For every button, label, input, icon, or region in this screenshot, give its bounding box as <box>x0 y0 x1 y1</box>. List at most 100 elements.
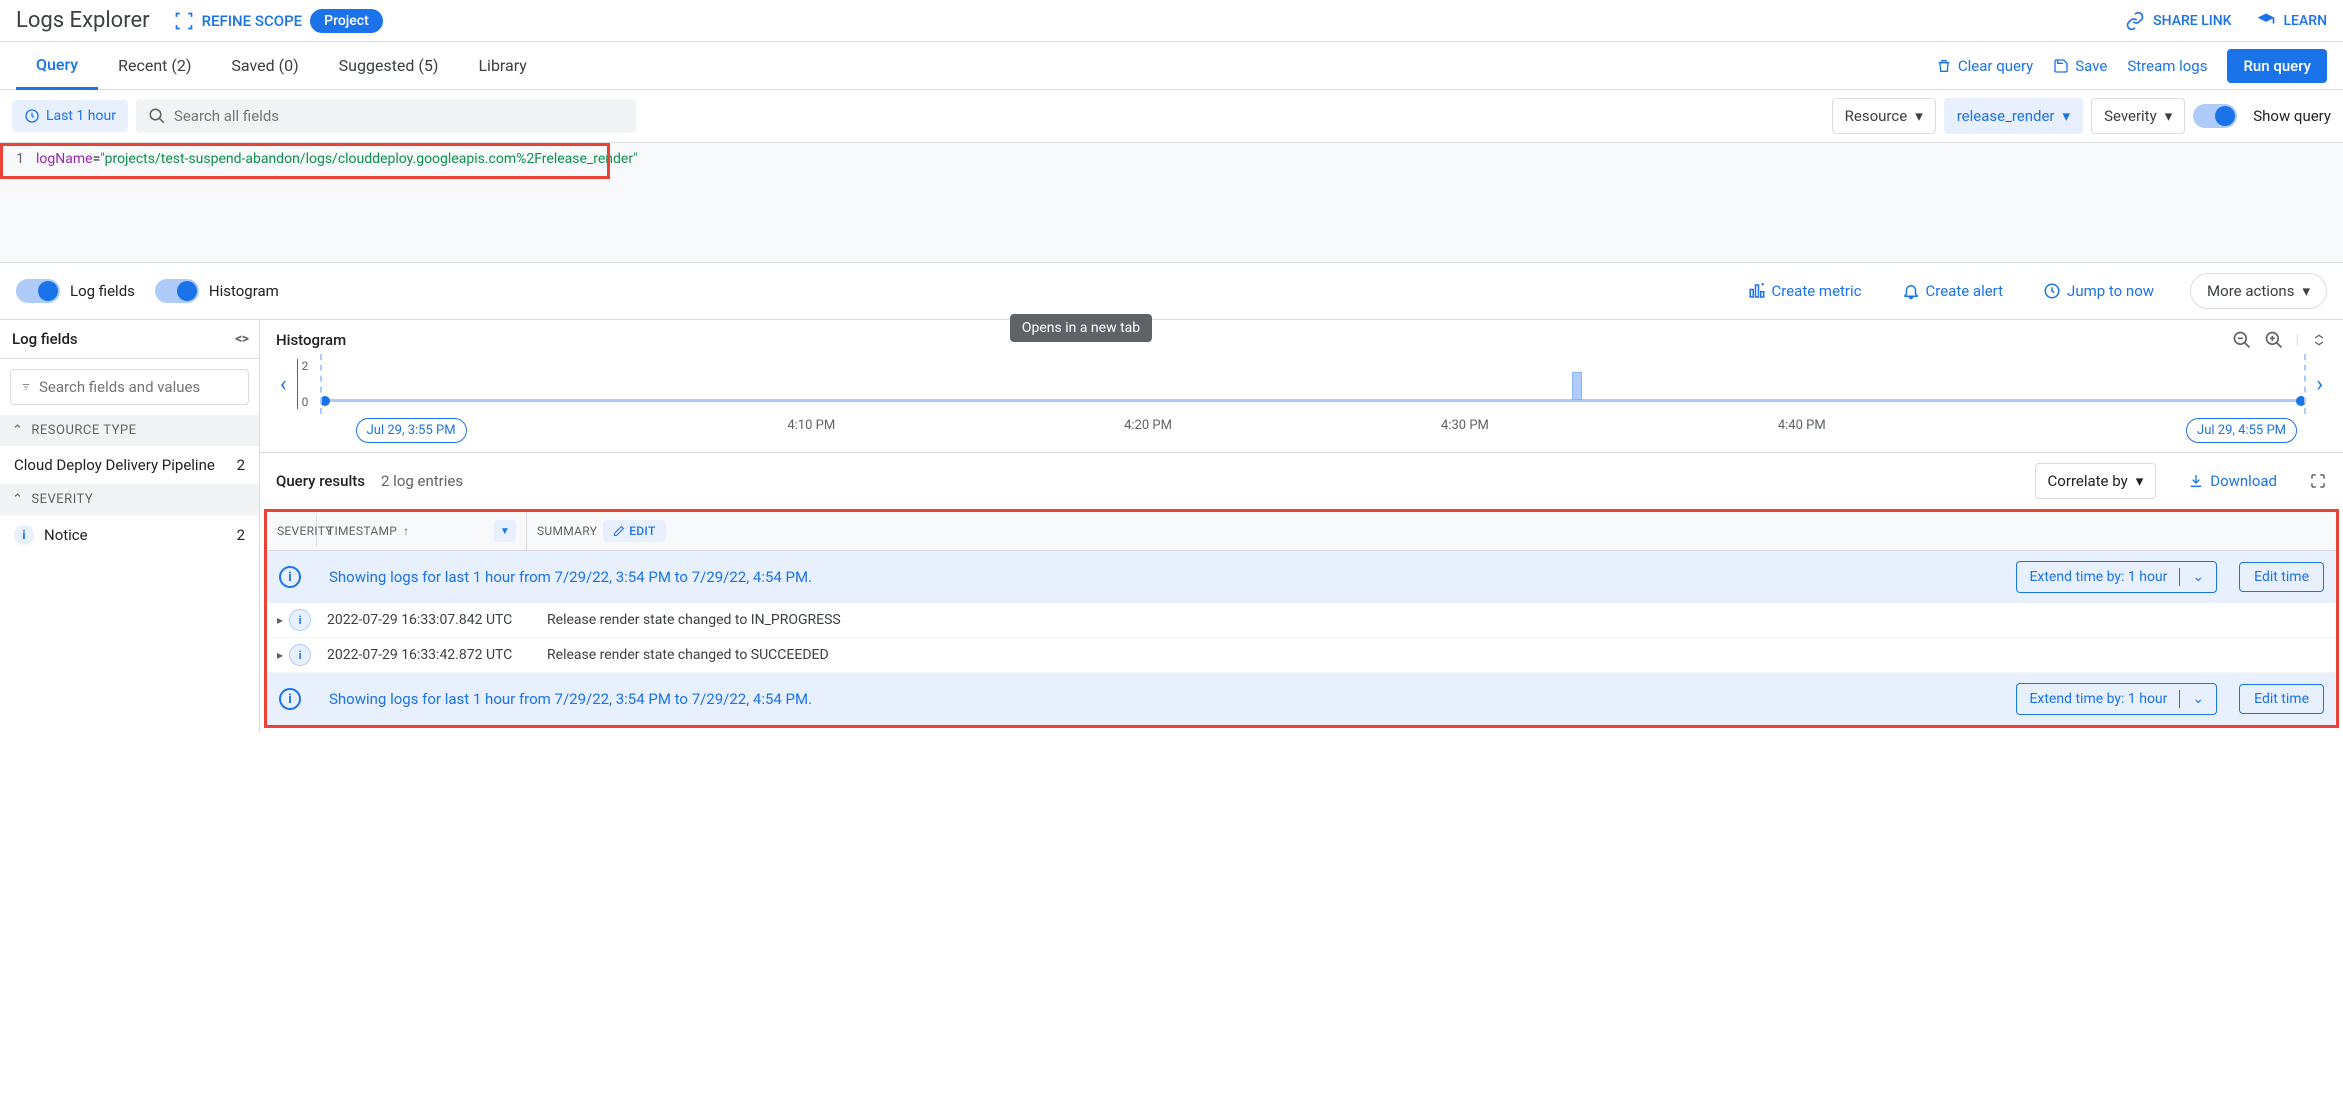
resource-type-section[interactable]: ⌃ RESOURCE TYPE <box>0 415 259 446</box>
field-row[interactable]: i Notice 2 <box>0 515 259 555</box>
line-number: 1 <box>4 151 24 167</box>
run-query-button[interactable]: Run query <box>2227 49 2327 83</box>
fullscreen-icon[interactable] <box>2309 472 2327 490</box>
tab-suggested[interactable]: Suggested (5) <box>319 42 459 90</box>
extend-time-button[interactable]: Extend time by: 1 hour ⌄ <box>2016 683 2217 715</box>
chevron-down-icon: ▾ <box>2136 472 2144 490</box>
download-button[interactable]: Download <box>2188 472 2277 490</box>
log-fields-panel: Log fields < > ⌃ RESOURCE TYPE Cloud Dep… <box>0 320 260 732</box>
project-chip[interactable]: Project <box>310 9 383 33</box>
log-summary: Release render state changed to SUCCEEDE… <box>547 647 2326 663</box>
show-query-label: Show query <box>2253 107 2331 125</box>
severity-badge: i <box>289 609 311 631</box>
th-summary[interactable]: SUMMARY EDIT <box>527 512 2336 550</box>
toggle-row: Log fields Histogram Create metric Creat… <box>0 263 2343 320</box>
x-tick: 4:20 PM <box>1124 418 1172 433</box>
tab-query[interactable]: Query <box>16 42 98 90</box>
query-editor[interactable]: 1 logName="projects/test-suspend-abandon… <box>0 143 2343 263</box>
severity-count: 2 <box>237 526 245 544</box>
panel-title: Log fields <box>12 330 78 348</box>
chevron-up-icon: ⌃ <box>12 492 23 507</box>
zoom-in-icon[interactable] <box>2264 330 2284 350</box>
correlate-by-button[interactable]: Correlate by ▾ <box>2035 463 2157 499</box>
main-split: Log fields < > ⌃ RESOURCE TYPE Cloud Dep… <box>0 320 2343 732</box>
resource-dropdown[interactable]: Resource ▾ <box>1832 98 1936 134</box>
refine-scope-button[interactable]: REFINE SCOPE <box>174 11 303 31</box>
expand-chevron-icon[interactable]: ▸ <box>277 613 283 627</box>
nav-prev-button[interactable]: ‹ <box>276 372 291 397</box>
more-actions-label: More actions <box>2207 282 2294 300</box>
histogram-section: Opens in a new tab Histogram | ‹ 2 0 <box>260 320 2343 453</box>
extend-time-button[interactable]: Extend time by: 1 hour ⌄ <box>2016 561 2217 593</box>
clear-query-button[interactable]: Clear query <box>1936 57 2033 75</box>
tooltip: Opens in a new tab <box>1010 314 1152 342</box>
info-text: Showing logs for last 1 hour from 7/29/2… <box>329 690 2004 708</box>
search-all-fields[interactable] <box>136 99 636 133</box>
field-row[interactable]: Cloud Deploy Delivery Pipeline 2 <box>0 446 259 484</box>
chevron-down-icon: ⌄ <box>2192 691 2204 707</box>
panel-collapse-icon[interactable]: < > <box>235 331 247 347</box>
log-fields-toggle[interactable] <box>16 279 60 303</box>
start-date-chip[interactable]: Jul 29, 3:55 PM <box>356 418 467 443</box>
expand-chevron-icon[interactable]: ▸ <box>277 648 283 662</box>
histogram-toggle-item: Histogram <box>155 279 279 303</box>
log-row[interactable]: ▸ i 2022-07-29 16:33:07.842 UTC Release … <box>267 603 2336 638</box>
x-tick: 4:30 PM <box>1441 418 1489 433</box>
edit-time-button[interactable]: Edit time <box>2239 562 2324 592</box>
query-keyword: logName <box>36 151 93 167</box>
save-button[interactable]: Save <box>2053 57 2107 75</box>
log-row[interactable]: ▸ i 2022-07-29 16:33:42.872 UTC Release … <box>267 638 2336 673</box>
resource-count: 2 <box>237 456 245 474</box>
learn-icon <box>2256 11 2276 31</box>
histogram-label: Histogram <box>209 282 279 300</box>
log-fields-toggle-item: Log fields <box>16 279 135 303</box>
share-link-label: SHARE LINK <box>2153 13 2231 29</box>
severity-section-label: SEVERITY <box>31 492 93 507</box>
learn-button[interactable]: LEARN <box>2256 11 2328 31</box>
stream-logs-button[interactable]: Stream logs <box>2127 57 2207 75</box>
tab-recent[interactable]: Recent (2) <box>98 42 211 90</box>
edit-time-button[interactable]: Edit time <box>2239 684 2324 714</box>
histogram-toggle[interactable] <box>155 279 199 303</box>
search-fields-box[interactable] <box>10 369 249 405</box>
th-timestamp[interactable]: TIMESTAMP ↑ ▼ <box>317 512 527 550</box>
jump-to-now-button[interactable]: Jump to now <box>2043 282 2154 300</box>
info-row: i Showing logs for last 1 hour from 7/29… <box>267 551 2336 603</box>
log-summary: Release render state changed to IN_PROGR… <box>547 612 2326 628</box>
th-severity[interactable]: SEVERITY <box>267 516 317 546</box>
search-fields-input[interactable] <box>39 378 238 396</box>
create-metric-button[interactable]: Create metric <box>1748 282 1862 300</box>
sort-dropdown-icon[interactable]: ▼ <box>494 520 516 542</box>
nav-next-button[interactable]: › <box>2312 372 2327 397</box>
info-icon: i <box>279 688 301 710</box>
tab-library[interactable]: Library <box>458 42 546 90</box>
collapse-icon[interactable] <box>2311 332 2327 348</box>
jump-to-now-label: Jump to now <box>2067 282 2154 300</box>
share-link-button[interactable]: SHARE LINK <box>2125 11 2231 31</box>
tab-saved[interactable]: Saved (0) <box>211 42 318 90</box>
show-query-toggle[interactable] <box>2193 104 2237 128</box>
severity-section[interactable]: ⌃ SEVERITY <box>0 484 259 515</box>
clock-icon <box>24 108 40 124</box>
page-title: Logs Explorer <box>16 8 150 33</box>
chart-area[interactable] <box>320 354 2306 414</box>
trash-icon <box>1936 58 1952 74</box>
link-icon <box>2125 11 2145 31</box>
histogram-title: Histogram <box>276 331 346 349</box>
search-icon <box>148 107 166 125</box>
search-input[interactable] <box>174 107 624 125</box>
download-label: Download <box>2210 472 2277 490</box>
time-range-chip[interactable]: Last 1 hour <box>12 100 128 132</box>
more-actions-button[interactable]: More actions ▾ <box>2190 273 2327 309</box>
resource-item-label: Cloud Deploy Delivery Pipeline <box>14 456 215 474</box>
severity-label: Severity <box>2104 107 2157 125</box>
log-name-dropdown[interactable]: release_render ▾ <box>1944 98 2083 134</box>
end-date-chip[interactable]: Jul 29, 4:55 PM <box>2186 418 2297 443</box>
clear-query-label: Clear query <box>1958 57 2033 75</box>
create-alert-button[interactable]: Create alert <box>1902 282 2004 300</box>
filter-row: Last 1 hour Resource ▾ release_render ▾ … <box>0 90 2343 143</box>
edit-columns-button[interactable]: EDIT <box>603 520 665 542</box>
tabs-row: Query Recent (2) Saved (0) Suggested (5)… <box>0 42 2343 90</box>
severity-dropdown[interactable]: Severity ▾ <box>2091 98 2185 134</box>
zoom-out-icon[interactable] <box>2232 330 2252 350</box>
